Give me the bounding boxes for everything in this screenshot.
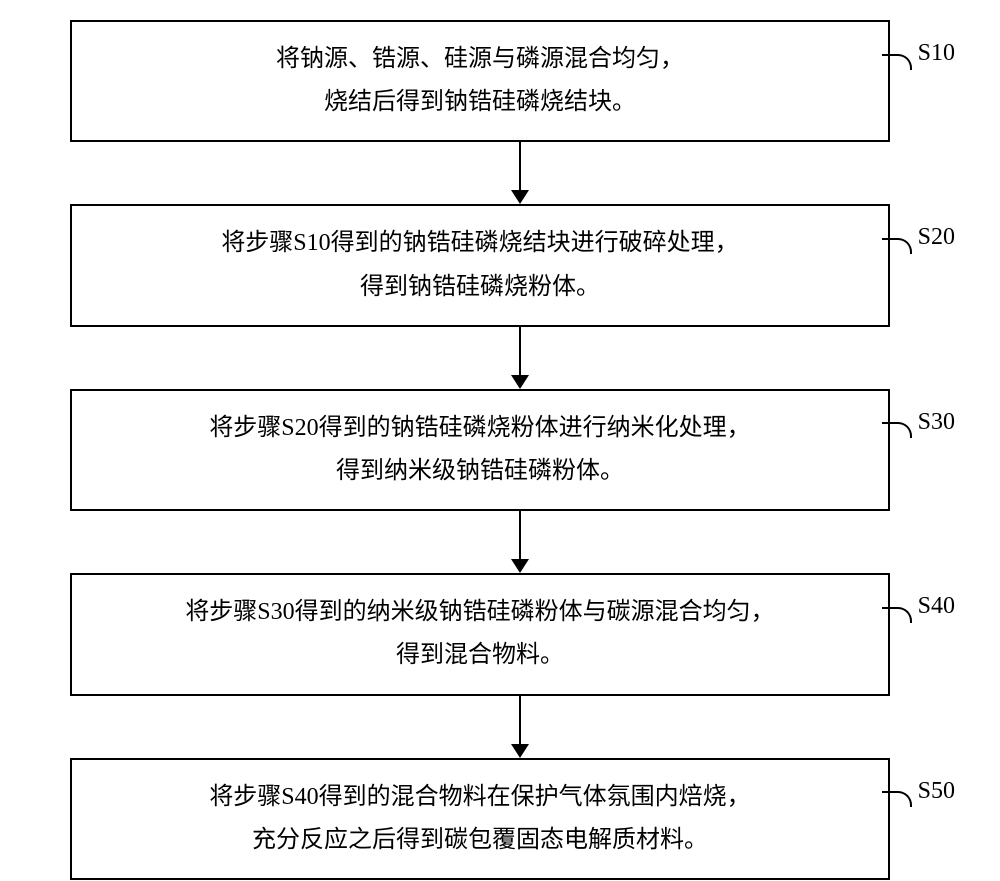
step-container-3: 将步骤S20得到的钠锆硅磷烧粉体进行纳米化处理， 得到纳米级钠锆硅磷粉体。 S3…: [30, 389, 970, 511]
step-label-wrapper: S10: [882, 40, 955, 67]
arrow-head-icon: [511, 375, 529, 389]
step-label-wrapper: S40: [882, 593, 955, 620]
step-label: S20: [918, 224, 955, 251]
step-box-2: 将步骤S10得到的钠锆硅磷烧结块进行破碎处理， 得到钠锆硅磷烧粉体。: [70, 204, 890, 326]
arrow-4: [110, 696, 930, 758]
step-container-4: 将步骤S30得到的纳米级钠锆硅磷粉体与碳源混合均匀， 得到混合物料。 S40: [30, 573, 970, 695]
arrow-line: [519, 511, 521, 559]
connector-curve: [882, 422, 912, 438]
step-container-5: 将步骤S40得到的混合物料在保护气体氛围内焙烧， 充分反应之后得到碳包覆固态电解…: [30, 758, 970, 880]
step-label-wrapper: S20: [882, 224, 955, 251]
arrow-head-icon: [511, 744, 529, 758]
connector-curve: [882, 607, 912, 623]
step-text: 将步骤S10得到的钠锆硅磷烧结块进行破碎处理，: [92, 222, 868, 265]
step-label: S40: [918, 593, 955, 620]
step-text: 烧结后得到钠锆硅磷烧结块。: [92, 81, 868, 124]
step-label: S30: [918, 409, 955, 436]
arrow-2: [110, 327, 930, 389]
connector-curve: [882, 238, 912, 254]
step-box-1: 将钠源、锆源、硅源与磷源混合均匀， 烧结后得到钠锆硅磷烧结块。: [70, 20, 890, 142]
step-box-3: 将步骤S20得到的钠锆硅磷烧粉体进行纳米化处理， 得到纳米级钠锆硅磷粉体。: [70, 389, 890, 511]
step-text: 充分反应之后得到碳包覆固态电解质材料。: [92, 819, 868, 862]
step-label: S50: [918, 778, 955, 805]
arrow-3: [110, 511, 930, 573]
connector-curve: [882, 791, 912, 807]
step-box-4: 将步骤S30得到的纳米级钠锆硅磷粉体与碳源混合均匀， 得到混合物料。: [70, 573, 890, 695]
arrow-1: [110, 142, 930, 204]
arrow-head-icon: [511, 559, 529, 573]
step-text: 将步骤S40得到的混合物料在保护气体氛围内焙烧，: [92, 776, 868, 819]
step-text: 得到钠锆硅磷烧粉体。: [92, 266, 868, 309]
step-text: 得到混合物料。: [92, 634, 868, 677]
flowchart-container: 将钠源、锆源、硅源与磷源混合均匀， 烧结后得到钠锆硅磷烧结块。 S10 将步骤S…: [30, 20, 970, 880]
arrow-line: [519, 142, 521, 190]
step-box-5: 将步骤S40得到的混合物料在保护气体氛围内焙烧， 充分反应之后得到碳包覆固态电解…: [70, 758, 890, 880]
arrow-head-icon: [511, 190, 529, 204]
step-container-2: 将步骤S10得到的钠锆硅磷烧结块进行破碎处理， 得到钠锆硅磷烧粉体。 S20: [30, 204, 970, 326]
step-text: 将步骤S20得到的钠锆硅磷烧粉体进行纳米化处理，: [92, 407, 868, 450]
connector-curve: [882, 54, 912, 70]
step-label-wrapper: S50: [882, 778, 955, 805]
arrow-line: [519, 696, 521, 744]
arrow-line: [519, 327, 521, 375]
step-label: S10: [918, 40, 955, 67]
step-text: 将步骤S30得到的纳米级钠锆硅磷粉体与碳源混合均匀，: [92, 591, 868, 634]
step-text: 将钠源、锆源、硅源与磷源混合均匀，: [92, 38, 868, 81]
step-container-1: 将钠源、锆源、硅源与磷源混合均匀， 烧结后得到钠锆硅磷烧结块。 S10: [30, 20, 970, 142]
step-text: 得到纳米级钠锆硅磷粉体。: [92, 450, 868, 493]
step-label-wrapper: S30: [882, 409, 955, 436]
